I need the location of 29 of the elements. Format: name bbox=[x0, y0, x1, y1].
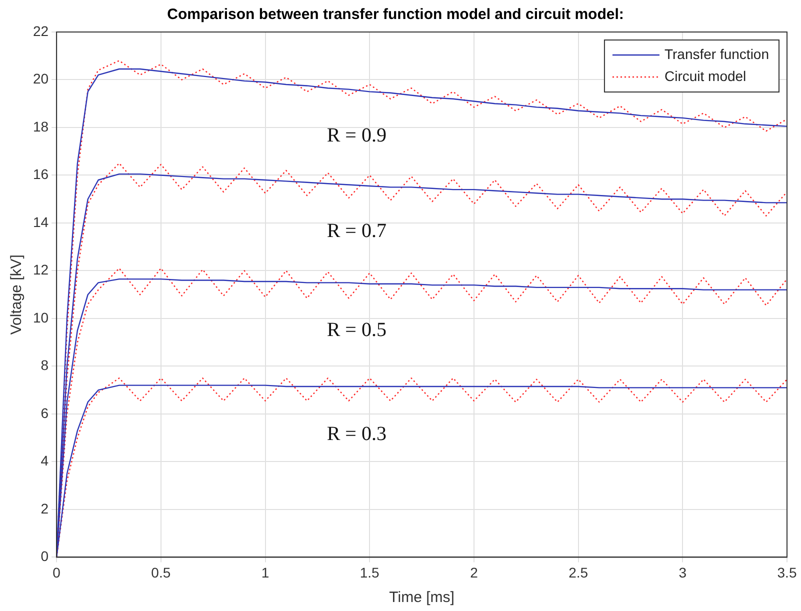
y-tick-label: 16 bbox=[32, 166, 49, 182]
y-tick-label: 12 bbox=[32, 262, 49, 278]
y-axis-title: Voltage [kV] bbox=[8, 254, 26, 335]
x-tick-label: 1.5 bbox=[360, 564, 380, 580]
annotation: R = 0.9 bbox=[326, 124, 386, 146]
y-tick-label: 2 bbox=[40, 500, 49, 516]
annotation: R = 0.7 bbox=[326, 220, 386, 242]
y-tick-label: 0 bbox=[40, 548, 49, 564]
x-tick-label: 0.5 bbox=[151, 564, 171, 580]
x-tick-label: 3.5 bbox=[777, 564, 797, 580]
y-tick-label: 22 bbox=[32, 22, 49, 39]
x-axis-title: Time [ms] bbox=[389, 589, 454, 606]
x-tick-label: 2 bbox=[470, 564, 478, 580]
x-tick-label: 3 bbox=[678, 564, 687, 580]
y-tick-label: 10 bbox=[32, 309, 49, 326]
y-tick-label: 18 bbox=[32, 118, 49, 134]
chart-title: Comparison between transfer function model and circuit model: bbox=[167, 6, 624, 24]
annotation: R = 0.5 bbox=[326, 318, 386, 341]
annotation: R = 0.3 bbox=[326, 422, 386, 445]
x-tick-label: 1 bbox=[261, 564, 270, 580]
x-tick-label: 0 bbox=[52, 564, 61, 580]
y-tick-label: 8 bbox=[40, 357, 49, 374]
y-tick-label: 4 bbox=[40, 452, 49, 469]
x-tick-label: 2.5 bbox=[568, 564, 588, 580]
y-tick-label: 20 bbox=[32, 70, 49, 87]
legend-label: Transfer function bbox=[664, 46, 770, 62]
y-tick-label: 6 bbox=[40, 404, 49, 421]
legend-label: Circuit model bbox=[664, 68, 746, 84]
y-tick-label: 14 bbox=[32, 214, 49, 230]
